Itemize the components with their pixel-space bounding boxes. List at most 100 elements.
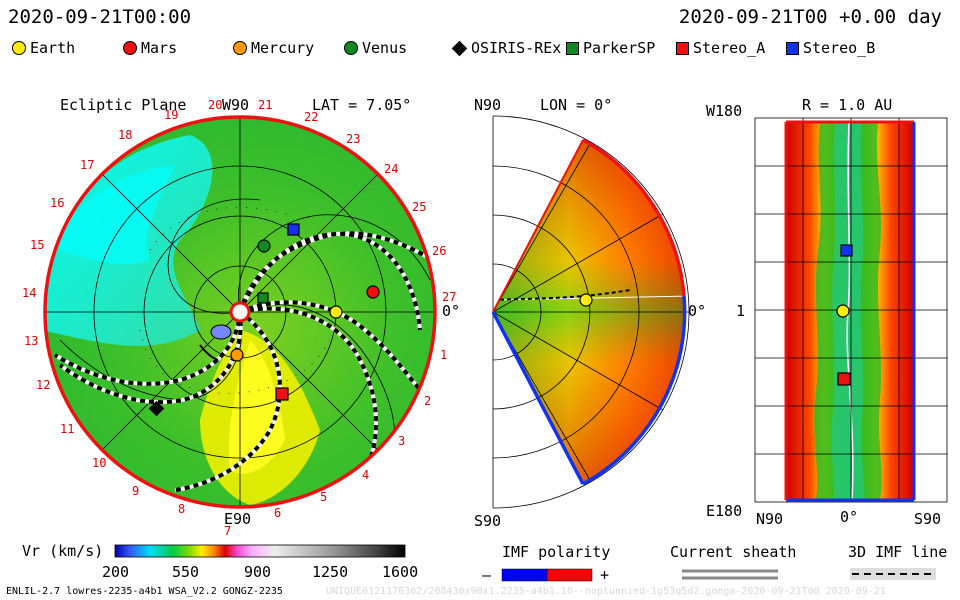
radial-top-left-label: W180 xyxy=(706,102,743,120)
legend-venus: Venus xyxy=(344,39,407,57)
stereo-b-marker-radial xyxy=(840,244,853,257)
carrington-tick: 13 xyxy=(24,334,39,348)
imf-polarity-title: IMF polarity xyxy=(502,543,611,561)
footer-model-info: ENLIL-2.7 lowres-2235-a4b1 WSA_V2.2 GONG… xyxy=(6,586,283,597)
carrington-tick: 4 xyxy=(362,468,370,482)
carrington-tick: 27 xyxy=(442,290,457,304)
legend-label: Mercury xyxy=(251,39,315,57)
radial-x-right-label: S90 xyxy=(914,510,942,528)
legend-label: Stereo_A xyxy=(693,39,766,57)
imf-line-title: 3D IMF line xyxy=(848,543,948,561)
imf-minus-sign: – xyxy=(482,566,492,584)
carrington-tick: 12 xyxy=(36,378,51,392)
carrington-tick: 11 xyxy=(60,422,75,436)
colorbar-title: Vr (km/s) xyxy=(22,542,104,560)
mercury-marker-icon xyxy=(233,41,247,55)
carrington-tick: 26 xyxy=(432,244,447,258)
legend-label: Venus xyxy=(362,39,408,57)
radial-r-label: R = 1.0 AU xyxy=(802,96,893,114)
carrington-tick: 23 xyxy=(346,132,361,146)
earth-marker xyxy=(329,305,343,319)
mars-marker-icon xyxy=(123,41,137,55)
radial-shell-plot xyxy=(754,117,948,503)
stereo-a-marker xyxy=(275,387,289,401)
meridional-lon-label: LON = 0° xyxy=(540,96,613,114)
stereo-b-marker xyxy=(287,223,300,236)
legend-label: Stereo_B xyxy=(803,39,876,57)
parkersp-marker-icon xyxy=(566,41,579,55)
venus-marker xyxy=(257,239,271,253)
ecliptic-right-label: 0° xyxy=(442,302,461,320)
ecliptic-lat-label: LAT = 7.05° xyxy=(312,96,412,114)
radial-x-mid-label: 0° xyxy=(840,508,859,526)
legend-mars: Mars xyxy=(123,39,177,57)
legend-stereo-a: Stereo_A xyxy=(676,39,765,57)
carrington-tick: 14 xyxy=(22,286,37,300)
carrington-tick: 18 xyxy=(118,128,133,142)
carrington-tick: 24 xyxy=(384,162,399,176)
legend-earth: Earth xyxy=(12,39,75,57)
earth-marker-radial xyxy=(836,304,850,318)
carrington-tick: 21 xyxy=(258,98,273,112)
venus-marker-icon xyxy=(344,41,358,55)
carrington-tick: 7 xyxy=(224,524,232,538)
osiris-rex-marker xyxy=(148,400,165,417)
meridional-top-label: N90 xyxy=(474,96,502,114)
carrington-tick: 16 xyxy=(50,196,65,210)
earth-marker-meridional xyxy=(579,293,593,307)
carrington-tick: 22 xyxy=(304,110,319,124)
colorbar-tick: 1250 xyxy=(312,563,349,581)
ecliptic-bottom-label: E90 xyxy=(224,510,252,528)
imf-negative-swatch xyxy=(501,568,548,582)
carrington-tick: 6 xyxy=(274,506,282,520)
carrington-tick: 9 xyxy=(132,484,140,498)
legend-label: Earth xyxy=(30,39,76,57)
radial-mid-label: 1 xyxy=(736,302,746,320)
carrington-tick: 20 xyxy=(208,98,223,112)
start-timestamp: 2020-09-21T00:00 xyxy=(8,6,192,28)
meridional-plane-plot xyxy=(491,115,690,509)
carrington-tick: 19 xyxy=(164,108,179,122)
carrington-tick: 10 xyxy=(92,456,107,470)
carrington-tick: 3 xyxy=(398,434,406,448)
current-timestamp: 2020-09-21T00 +0.00 day xyxy=(678,6,942,28)
imf-plus-sign: + xyxy=(600,566,610,584)
ecliptic-plane-plot xyxy=(43,115,437,509)
radial-x-left-label: N90 xyxy=(756,510,784,528)
ecliptic-top-label: W90 xyxy=(222,96,250,114)
velocity-colorbar xyxy=(114,544,406,558)
radial-bottom-left-label: E180 xyxy=(706,502,743,520)
mars-marker xyxy=(366,285,380,299)
legend-label: Mars xyxy=(141,39,178,57)
carrington-tick: 15 xyxy=(30,238,45,252)
legend-parkersp: ParkerSP xyxy=(566,39,655,57)
legend-label: ParkerSP xyxy=(583,39,656,57)
stereo-a-marker-radial xyxy=(837,372,851,386)
carrington-tick: 17 xyxy=(80,158,95,172)
colorbar-tick: 900 xyxy=(244,563,272,581)
imf-positive-swatch xyxy=(546,568,593,582)
legend-stereo-b: Stereo_B xyxy=(786,39,875,57)
carrington-tick: 5 xyxy=(320,490,328,504)
colorbar-tick: 550 xyxy=(172,563,200,581)
stereo-b-marker-icon xyxy=(786,41,799,55)
parkersp-marker xyxy=(257,292,269,304)
carrington-tick: 2 xyxy=(424,394,432,408)
earth-marker-icon xyxy=(12,41,26,55)
carrington-tick: 1 xyxy=(440,348,448,362)
stereo-a-marker-icon xyxy=(676,41,689,55)
meridional-bottom-label: S90 xyxy=(474,512,502,530)
legend-osiris-rex: OSIRIS-REx xyxy=(451,39,562,57)
carrington-tick: 8 xyxy=(178,502,186,516)
carrington-tick: 25 xyxy=(412,200,427,214)
colorbar-tick: 200 xyxy=(102,563,130,581)
legend-label: OSIRIS-REx xyxy=(471,39,562,57)
colorbar-tick: 1600 xyxy=(382,563,419,581)
footer-run-id: UNIQUE0121176302/208430x90x1.2235-a4b1.1… xyxy=(326,586,886,597)
legend-mercury: Mercury xyxy=(233,39,314,57)
current-sheath-title: Current sheath xyxy=(670,543,797,561)
ecliptic-title: Ecliptic Plane xyxy=(60,96,187,114)
meridional-right-label: 0° xyxy=(688,302,707,320)
mercury-marker xyxy=(230,348,244,362)
